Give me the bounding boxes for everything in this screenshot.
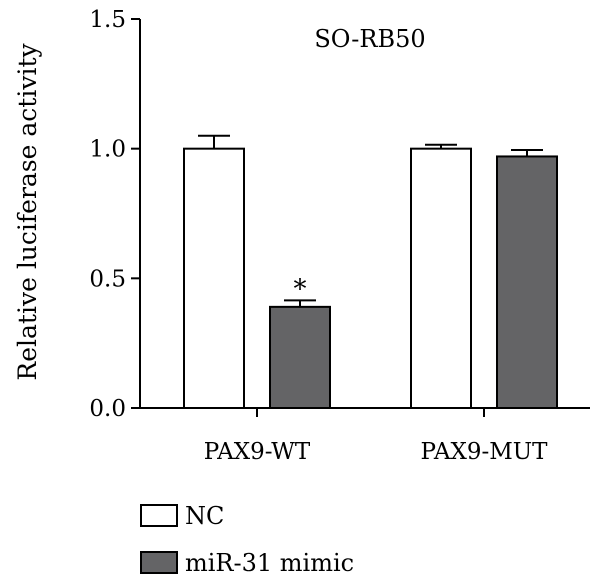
y-tick-label: 0.0 (89, 396, 126, 422)
bar-nc-pax9-mut (410, 147, 472, 410)
legend-label: miR-31 mimic (185, 549, 354, 577)
y-tick-label: 1.5 (89, 7, 126, 33)
legend-swatch (140, 551, 178, 574)
chart-title: SO-RB50 (314, 25, 425, 53)
bar-nc-pax9-wt (183, 147, 245, 410)
y-axis-label: Relative luciferase activity (13, 43, 42, 381)
x-axis-ticks: PAX9-WT PAX9-MUT (204, 408, 548, 465)
x-tick-label: PAX9-MUT (420, 439, 548, 465)
y-axis-ticks: 0.0 0.5 1.0 1.5 (89, 7, 140, 422)
legend-swatch (140, 504, 178, 527)
significance-marker: * (294, 274, 307, 304)
y-tick-label: 0.5 (89, 266, 126, 292)
y-tick-label: 1.0 (89, 137, 126, 163)
x-tick-label: PAX9-WT (204, 439, 311, 465)
annotations-group: * (294, 274, 307, 304)
legend: NC miR-31 mimic (140, 502, 354, 577)
bar-mir-31-mimic-pax9-wt (269, 305, 331, 409)
bars-group (183, 134, 558, 410)
bar-mir-31-mimic-pax9-mut (496, 155, 558, 409)
legend-label: NC (185, 502, 224, 530)
